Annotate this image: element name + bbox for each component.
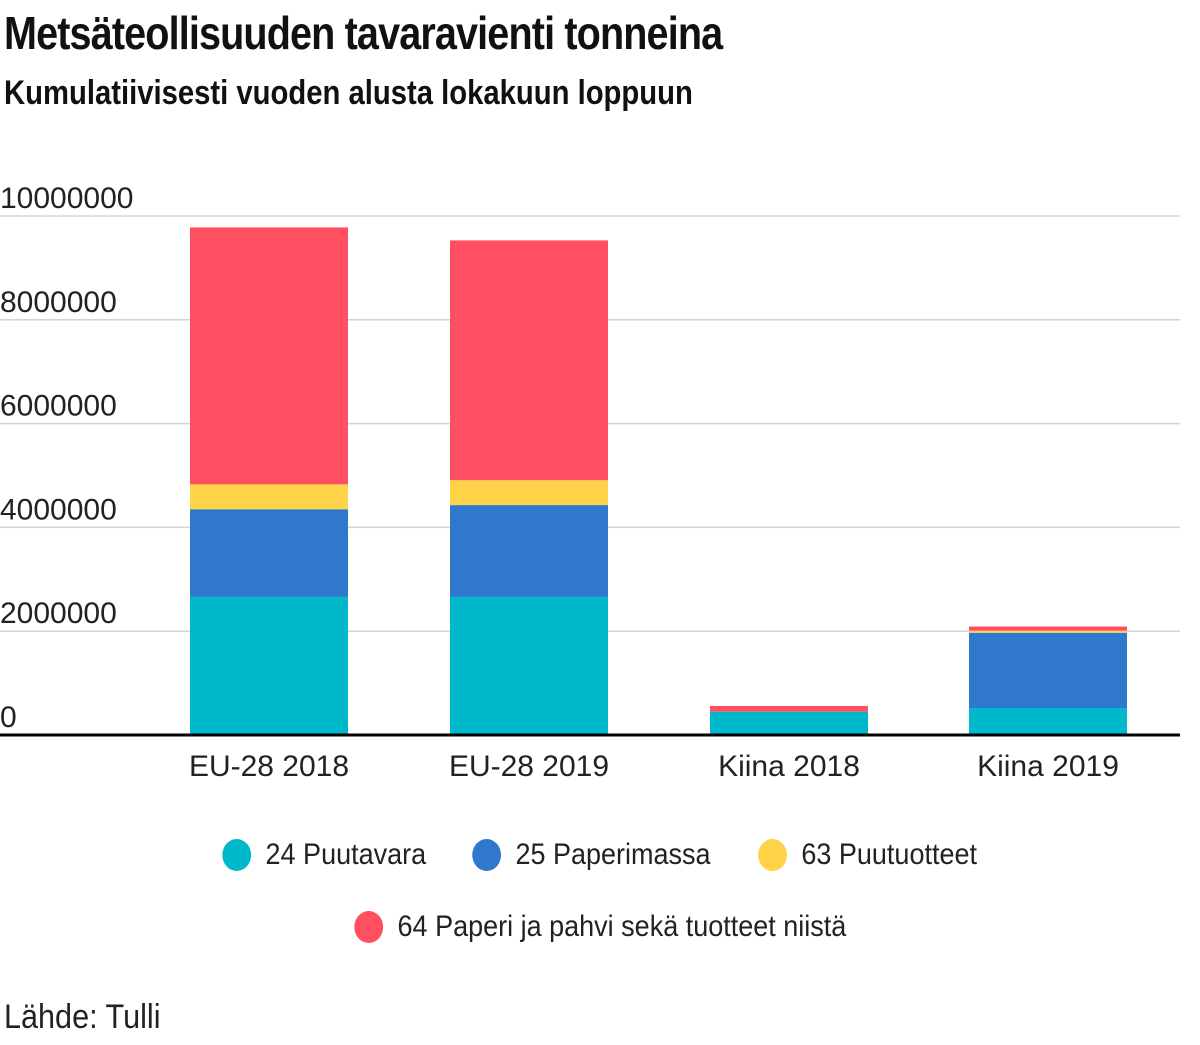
bar-segment	[450, 240, 608, 481]
x-tick-label: Kiina 2018	[718, 750, 860, 783]
legend-item: 24 Puutavara	[222, 838, 426, 872]
y-tick-label: 4000000	[0, 493, 117, 526]
legend-item: 63 Puutuotteet	[758, 838, 977, 872]
y-tick-label: 6000000	[0, 390, 117, 423]
source-note: Lähde: Tulli	[4, 998, 161, 1036]
bar-segment	[450, 505, 608, 597]
legend-item: 25 Paperimassa	[472, 838, 711, 872]
legend-label: 24 Puutavara	[265, 838, 426, 871]
y-tick-label: 2000000	[0, 597, 117, 630]
chart-title: Metsäteollisuuden tavaravienti tonneina	[4, 7, 723, 59]
legend-swatch	[472, 839, 502, 871]
bar-segment	[710, 705, 868, 712]
legend-label: 63 Puutuotteet	[801, 838, 978, 871]
legend-row-2: 64 Paperi ja pahvi sekä tuotteet niistä	[0, 910, 1200, 944]
bar-segment	[710, 711, 868, 735]
bar-segment	[450, 596, 608, 735]
legend-item: 64 Paperi ja pahvi sekä tuotteet niistä	[354, 910, 846, 944]
legend-swatch	[222, 839, 251, 871]
bar-segment	[190, 596, 348, 735]
bar-segment	[190, 484, 348, 510]
y-tick-label: 0	[0, 701, 17, 734]
x-tick-label: Kiina 2019	[977, 750, 1119, 783]
legend-row-1: 24 Puutavara 25 Paperimassa 63 Puutuotte…	[0, 838, 1200, 872]
stacked-bar-chart: 0 2000000 4000000 6000000 8000000 10000000 EU-…	[0, 182, 1180, 783]
bar-segment	[969, 630, 1127, 633]
y-tick-label: 10000000	[0, 182, 133, 215]
bar-segment	[190, 509, 348, 597]
legend-label: 25 Paperimassa	[515, 838, 711, 871]
bar-segment	[969, 632, 1127, 709]
chart-subtitle: Kumulatiivisesti vuoden alusta lokakuun …	[4, 74, 693, 112]
bar-segment	[969, 626, 1127, 631]
bar-segment	[190, 227, 348, 485]
bar-segment	[450, 480, 608, 506]
legend-label: 64 Paperi ja pahvi sekä tuotteet niistä	[397, 910, 846, 943]
x-tick-label: EU-28 2018	[189, 750, 349, 783]
y-tick-label: 8000000	[0, 286, 117, 319]
x-tick-label: EU-28 2019	[449, 750, 609, 783]
legend-swatch	[758, 839, 788, 871]
legend-swatch	[354, 911, 383, 943]
bar-segment	[969, 708, 1127, 735]
